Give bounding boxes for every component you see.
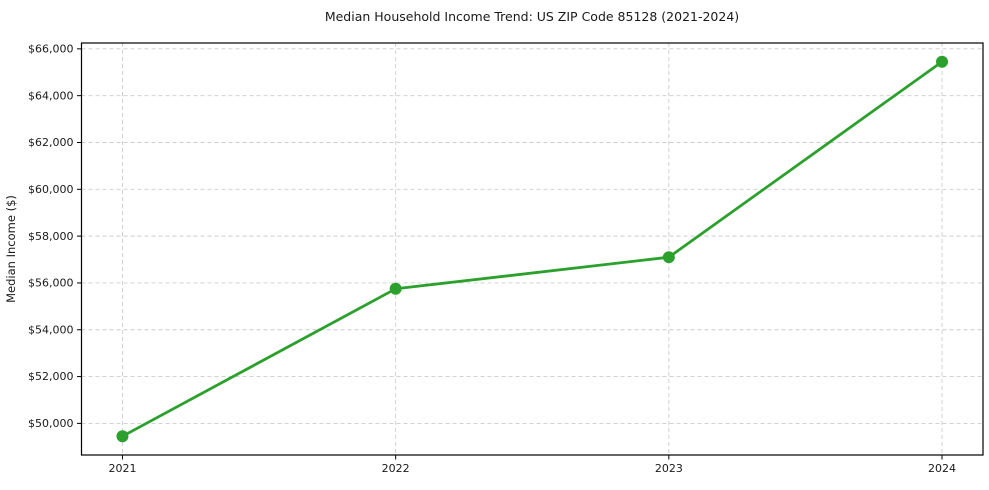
axis-ticks [77, 48, 943, 460]
x-tick-label: 2022 [382, 462, 410, 475]
y-tick-label: $66,000 [28, 42, 74, 55]
y-tick-label: $62,000 [28, 136, 74, 149]
gridlines [81, 43, 983, 455]
x-tick-label: 2024 [928, 462, 956, 475]
plot-frame [80, 42, 984, 456]
data-point-marker [116, 430, 129, 443]
y-tick-label: $56,000 [28, 277, 74, 290]
y-tick-label: $54,000 [28, 323, 74, 336]
trend-line [121, 60, 944, 438]
plot-border [80, 42, 984, 456]
y-tick-label: $58,000 [28, 230, 74, 243]
tick-labels: $50,000 $52,000 $54,000 $56,000 $58,000 $60,0… [28, 42, 956, 475]
y-axis-label: Median Income ($) [4, 195, 18, 303]
data-series [116, 55, 949, 443]
data-point-marker [936, 55, 949, 68]
y-tick-label: $52,000 [28, 370, 74, 383]
data-point-marker [389, 282, 402, 295]
chart-title: Median Household Income Trend: US ZIP Co… [325, 9, 739, 24]
data-point-marker [662, 251, 675, 264]
y-tick-label: $60,000 [28, 183, 74, 196]
y-tick-label: $64,000 [28, 89, 74, 102]
x-tick-label: 2021 [108, 462, 136, 475]
y-tick-label: $50,000 [28, 417, 74, 430]
x-tick-label: 2023 [655, 462, 683, 475]
